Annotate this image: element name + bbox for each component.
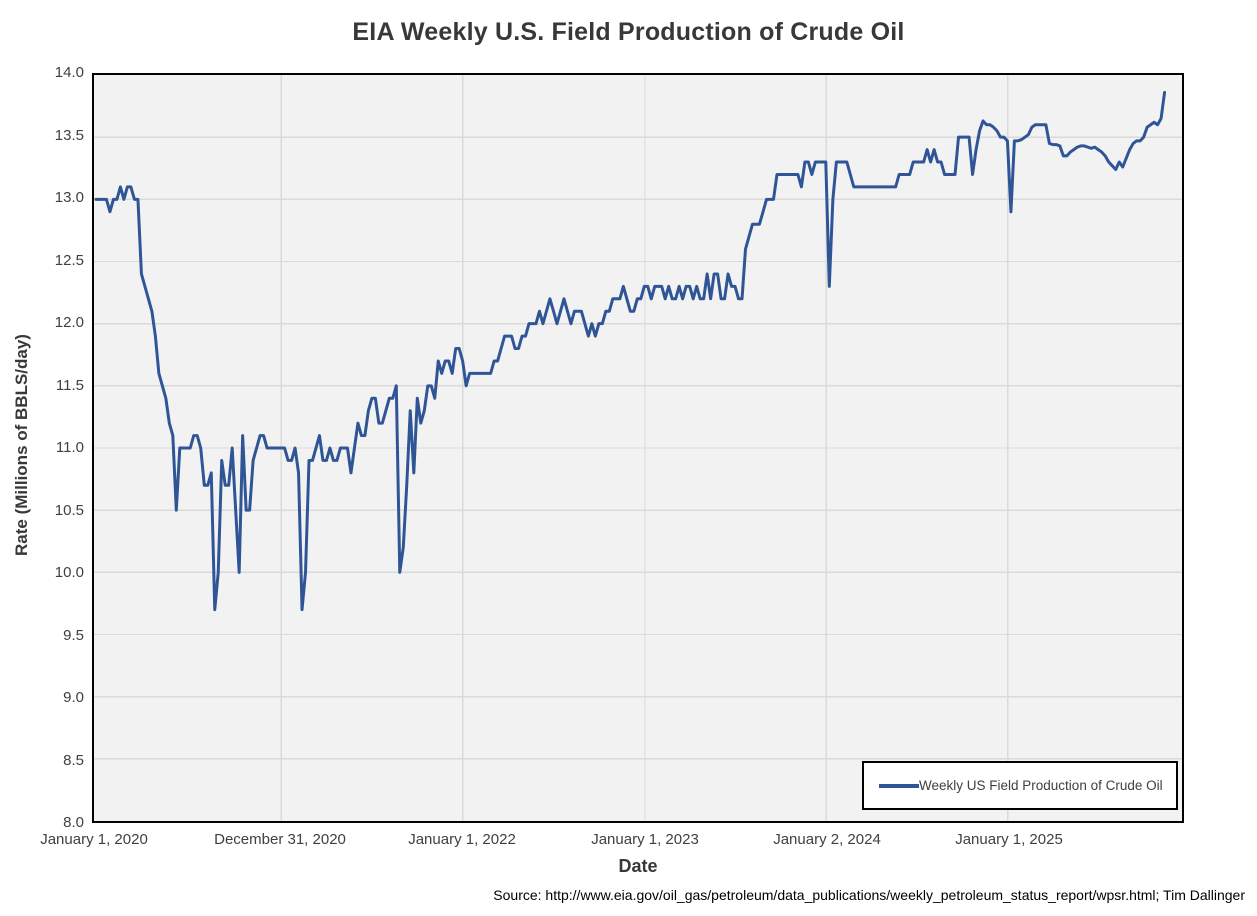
source-note: Source: http://www.eia.gov/oil_gas/petro… [493, 887, 1245, 903]
y-tick-label: 14.0 [54, 64, 84, 81]
production-line-series [94, 90, 1167, 612]
x-tick-label: January 1, 2025 [955, 831, 1063, 848]
y-tick-label: 13.0 [54, 189, 84, 206]
y-tick-label: 9.0 [63, 689, 84, 706]
y-tick-label: 13.5 [54, 126, 84, 144]
y-tick-label: 12.0 [54, 314, 84, 331]
legend-label: Weekly US Field Production of Crude Oil [919, 778, 1163, 793]
y-tick-label: 11.5 [55, 376, 84, 394]
legend-line-sample [879, 783, 919, 788]
chart-title: EIA Weekly U.S. Field Production of Crud… [352, 18, 905, 46]
y-tick-label: 10.5 [54, 501, 84, 519]
plot-area: Weekly US Field Production of Crude Oil [92, 73, 1184, 823]
y-tick-label: 10.0 [54, 564, 84, 581]
y-tick-label: 8.0 [63, 814, 84, 831]
x-tick-label: January 1, 2022 [408, 831, 516, 848]
x-tick-label: December 31, 2020 [214, 831, 346, 848]
y-tick-label: 8.5 [63, 751, 84, 769]
y-tick-label: 9.5 [63, 626, 84, 644]
x-tick-label: January 2, 2024 [773, 831, 881, 848]
y-tick-label: 12.5 [54, 251, 84, 269]
x-tick-label: January 1, 2023 [591, 831, 699, 848]
legend: Weekly US Field Production of Crude Oil [862, 761, 1178, 810]
line-chart-svg [94, 75, 1182, 821]
y-tick-label: 11.0 [55, 439, 84, 456]
x-axis-title: Date [618, 856, 658, 876]
x-tick-label: January 1, 2020 [40, 831, 148, 848]
